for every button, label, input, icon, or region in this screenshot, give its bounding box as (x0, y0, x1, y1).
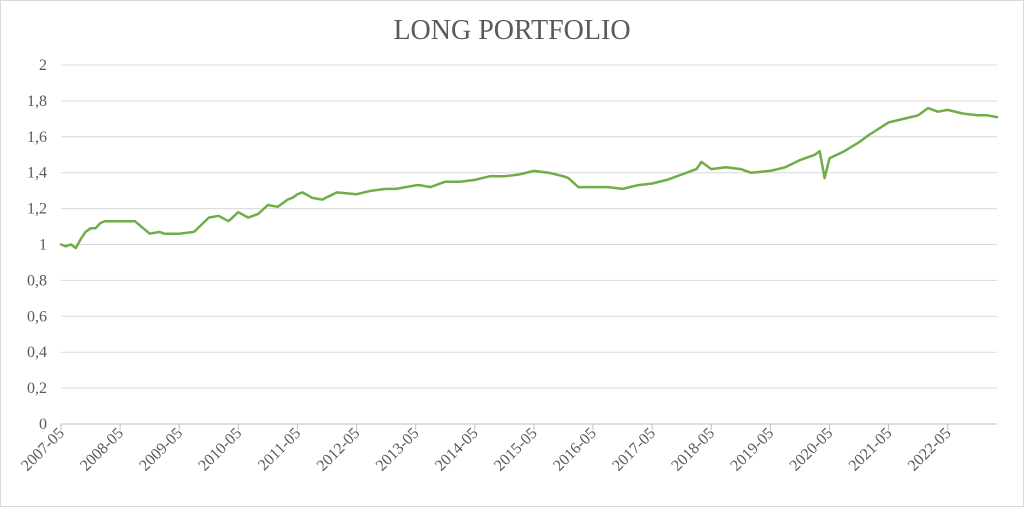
x-tick-label: 2010-05 (195, 425, 245, 475)
x-tick-label: 2012-05 (314, 425, 364, 475)
x-tick-label: 2020-05 (787, 425, 837, 475)
y-tick-label: 1,8 (27, 93, 47, 110)
x-tick-label: 2015-05 (491, 425, 541, 475)
y-tick-label: 1,4 (27, 165, 47, 182)
y-tick-label: 1 (39, 237, 47, 254)
series-layer (59, 106, 999, 250)
x-tick-label: 2009-05 (136, 425, 186, 475)
x-tick-label: 2016-05 (550, 425, 600, 475)
x-tick-label: 2017-05 (609, 425, 659, 475)
x-tick-label: 2008-05 (77, 425, 127, 475)
x-tick-label: 2014-05 (432, 425, 482, 475)
y-tick-label: 2 (39, 57, 47, 74)
y-tick-label: 0,2 (27, 380, 47, 397)
x-tick-label: 2011-05 (255, 425, 304, 474)
x-tick-label: 2013-05 (373, 425, 423, 475)
x-axis-ticks: 2007-05 2008-05 2009-05 2010-05 2011-05 2012-… (18, 424, 955, 475)
series-line (59, 106, 999, 250)
gridlines (61, 64, 997, 425)
y-tick-label: 0 (39, 416, 47, 433)
x-tick-label: 2022-05 (905, 425, 955, 475)
chart-title: LONG PORTFOLIO (393, 15, 630, 46)
y-tick-label: 1,2 (27, 201, 47, 218)
y-tick-label: 0,8 (27, 272, 47, 289)
x-tick-label: 2019-05 (727, 425, 777, 475)
x-tick-label: 2021-05 (846, 425, 896, 475)
y-axis-ticks: 0 0,2 0,4 0,6 0,8 1 1,2 1,4 1,6 1,8 2 (27, 57, 47, 433)
y-tick-label: 0,4 (27, 344, 47, 361)
y-tick-label: 0,6 (27, 308, 47, 325)
x-tick-label: 2018-05 (668, 425, 718, 475)
y-tick-label: 1,6 (27, 129, 47, 146)
